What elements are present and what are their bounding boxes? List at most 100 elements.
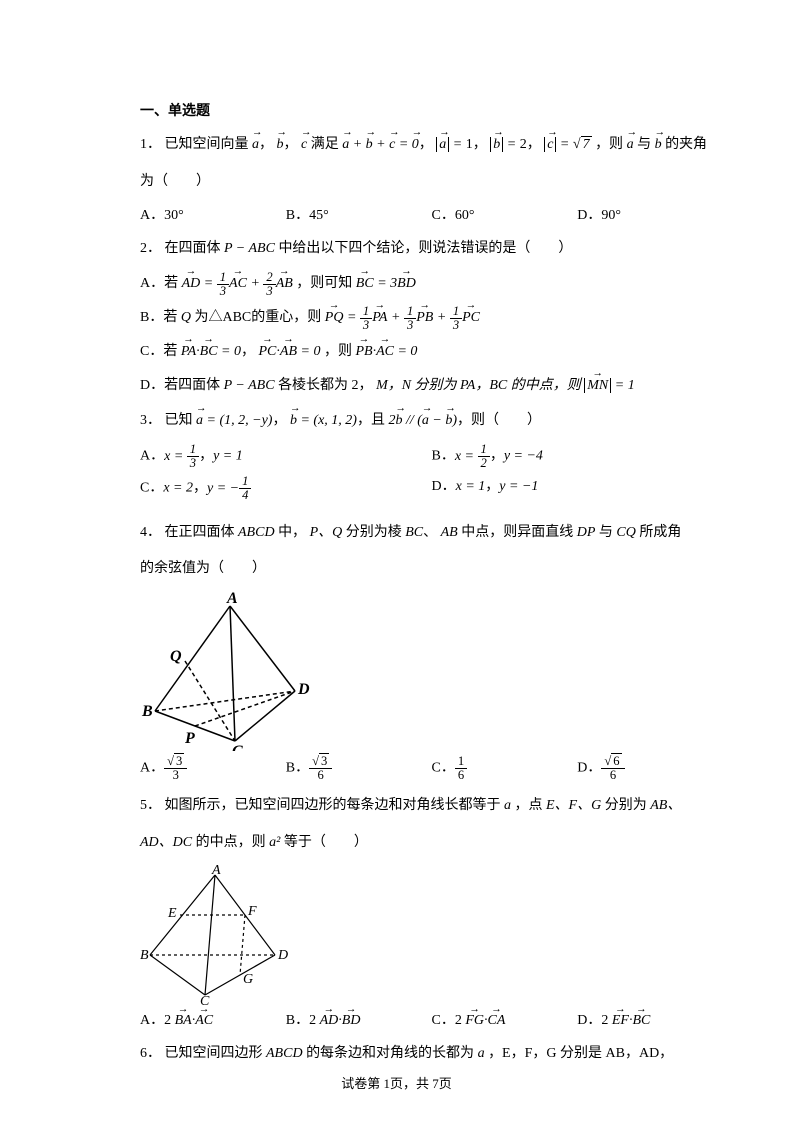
q1-choice-D: D．90° — [577, 204, 723, 224]
q4B-d: 6 — [309, 769, 332, 782]
q5A-c: 2 — [164, 1013, 171, 1028]
q4-lblD: D — [297, 681, 310, 698]
q4A-d: 3 — [164, 769, 187, 782]
q2B-v2: PB — [416, 304, 433, 332]
q1-then: ，则 — [595, 137, 623, 152]
q6: 6． 已知空间四边形 ABCD 的每条边和对角线的长都为 a ，E，F，G 分别… — [140, 1039, 723, 1070]
q5-svg: A B C D E F G — [140, 865, 290, 1005]
q2A-c1n: 1 — [217, 271, 229, 285]
q2B-v3: PC — [462, 304, 480, 332]
q2C-e2b: AB — [280, 338, 297, 366]
q5-figure: A B C D E F G — [140, 865, 723, 1005]
q5-lblB: B — [140, 948, 149, 963]
q2-D: D．若四面体 P − ABC 各棱长都为 2， M，N 分别为 PA，BC 的中… — [140, 372, 723, 400]
page-footer: 试卷第 1页，共 7页 — [0, 1073, 793, 1092]
q4A-n: 3 — [174, 753, 184, 768]
q5-l2mid: 的中点，则 — [196, 835, 270, 850]
q6-num: 6． — [140, 1046, 161, 1061]
q2A-c2n: 2 — [263, 271, 275, 285]
q4-rest2: 中点，则异面直线 — [461, 525, 577, 540]
q5C-v1: FG — [465, 1013, 484, 1029]
q5-lblF: F — [247, 904, 257, 919]
q2A-e2c: 3 — [390, 276, 397, 291]
q4-text: 在正四面体 — [165, 525, 235, 540]
q3C-yd: 4 — [239, 489, 251, 502]
q4-pq: P、Q — [310, 525, 343, 540]
q5D-v2: BC — [632, 1013, 650, 1029]
q4D: D．66 — [577, 755, 723, 781]
q3D-y: y = −1 — [499, 479, 538, 494]
q1-modb: 2 — [520, 137, 527, 152]
q3A-y: y = 1 — [213, 449, 243, 464]
q5-lblD: D — [277, 948, 288, 963]
q5-line2: AD、DC 的中点，则 a² 等于（ ） — [140, 828, 723, 859]
q2D-obj: P − ABC — [224, 378, 275, 393]
q5-a2: a² — [269, 835, 280, 850]
q1-vec-c: c — [301, 130, 307, 161]
q2C-e1b: BC — [200, 338, 218, 366]
q5-num: 5． — [140, 798, 161, 813]
q2C-e2a: PC — [259, 338, 277, 366]
q3: 3． 已知 a = (1, 2, −y)， b = (x, 1, 2)，且 2b… — [140, 406, 723, 437]
q5B: B．2 AD·BD — [286, 1009, 432, 1029]
q3D-x: x = 1 — [456, 479, 486, 494]
page-content: 一、单选题 1． 已知空间向量 a， b， c 满足 a + b + c = 0… — [0, 0, 793, 1116]
q1-suffix: 的夹角 — [665, 137, 707, 152]
q3-text: 已知 — [165, 413, 193, 428]
q2C-e1a: PA — [181, 338, 196, 366]
q3-num: 3． — [140, 413, 161, 428]
q5-choices: A．2 BA·AC B．2 AD·BD C．2 FG·CA D．2 EF·BC — [140, 1009, 723, 1029]
q5-a: a — [504, 798, 511, 813]
q1-satisfy: 满足 — [311, 137, 339, 152]
q4-rest1: 分别为棱 — [346, 525, 406, 540]
q4C: C．16 — [432, 755, 578, 781]
q3A-xn: 1 — [187, 443, 199, 457]
q2B-cd2: 3 — [404, 319, 416, 332]
q5D: D．2 EF·BC — [577, 1009, 723, 1029]
q4-lblB: B — [141, 703, 153, 720]
q2-text: 在四面体 — [165, 241, 221, 256]
q3B: B．x = 12，y = −4 — [432, 443, 724, 469]
q2-num: 2． — [140, 241, 161, 256]
q1: 1． 已知空间向量 a， b， c 满足 a + b + c = 0， a = … — [140, 130, 723, 161]
q1-and: 与 — [637, 137, 651, 152]
q2-rest: 中给出以下四个结论，则说法错误的是（ ） — [278, 241, 572, 256]
q1-choice-C: C．60° — [432, 204, 578, 224]
q3C: C．x = 2，y = −14 — [140, 475, 432, 501]
q4-bc: BC — [405, 525, 423, 540]
q3A-xd: 3 — [187, 457, 199, 470]
q3D: D．x = 1，y = −1 — [432, 475, 724, 501]
q2D-text: 各棱长都为 2， — [278, 378, 373, 393]
q5-rest2: 分别为 — [605, 798, 651, 813]
q6-text: 已知空间四边形 — [165, 1046, 263, 1061]
q6-efg: ，E，F，G 分别是 AB，AD， — [488, 1046, 673, 1061]
q4-obj: ABCD — [238, 525, 275, 540]
q5A: A．2 BA·AC — [140, 1009, 286, 1029]
q5B-v2: BD — [342, 1013, 361, 1029]
q2A-c2d: 3 — [263, 285, 275, 298]
q2D-rhs: = 1 — [615, 378, 635, 393]
q4-rest3: 所成角 — [639, 525, 681, 540]
q1-text-pre: 已知空间向量 — [165, 137, 249, 152]
q6-rest: 的每条边和对角线的长都为 — [306, 1046, 474, 1061]
q2A-e2lhs: BC — [356, 270, 374, 298]
q4-lblQ: Q — [170, 648, 182, 665]
q4D-d: 6 — [601, 769, 624, 782]
q5-lblG: G — [243, 972, 253, 987]
q2A-v1: AC — [229, 270, 247, 298]
q2B-cn1: 1 — [360, 305, 372, 319]
q4-figure: A B C D Q P — [140, 591, 723, 751]
q2D-mn: M，N 分别为 PA，BC 的中点，则 — [376, 378, 581, 393]
q6-obj: ABCD — [266, 1046, 303, 1061]
q4D-n: 6 — [611, 753, 621, 768]
q1-line2: 为（ ） — [140, 167, 723, 198]
q5-ab: AB、 — [650, 798, 681, 813]
q5D-c: 2 — [601, 1013, 608, 1028]
q5B-v1: AD — [320, 1013, 339, 1029]
q2B-cn2: 1 — [404, 305, 416, 319]
q2B-q: Q — [181, 310, 191, 325]
q5-l2pre: AD、DC — [140, 835, 192, 850]
section-title: 一、单选题 — [140, 100, 723, 120]
q1-vec-a: a — [252, 130, 259, 161]
q4-cq: CQ — [616, 525, 635, 540]
